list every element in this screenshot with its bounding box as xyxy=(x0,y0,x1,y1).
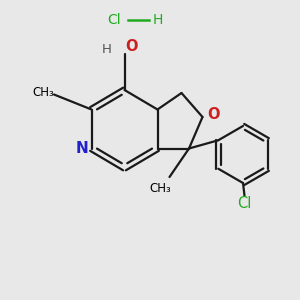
Text: H: H xyxy=(152,13,163,26)
Text: Cl: Cl xyxy=(107,13,121,26)
Text: O: O xyxy=(208,107,220,122)
Text: Cl: Cl xyxy=(237,196,252,211)
Text: CH₃: CH₃ xyxy=(150,182,171,195)
Text: CH₃: CH₃ xyxy=(33,86,54,99)
Text: O: O xyxy=(125,39,138,54)
Text: N: N xyxy=(76,141,88,156)
Text: H: H xyxy=(102,43,111,56)
